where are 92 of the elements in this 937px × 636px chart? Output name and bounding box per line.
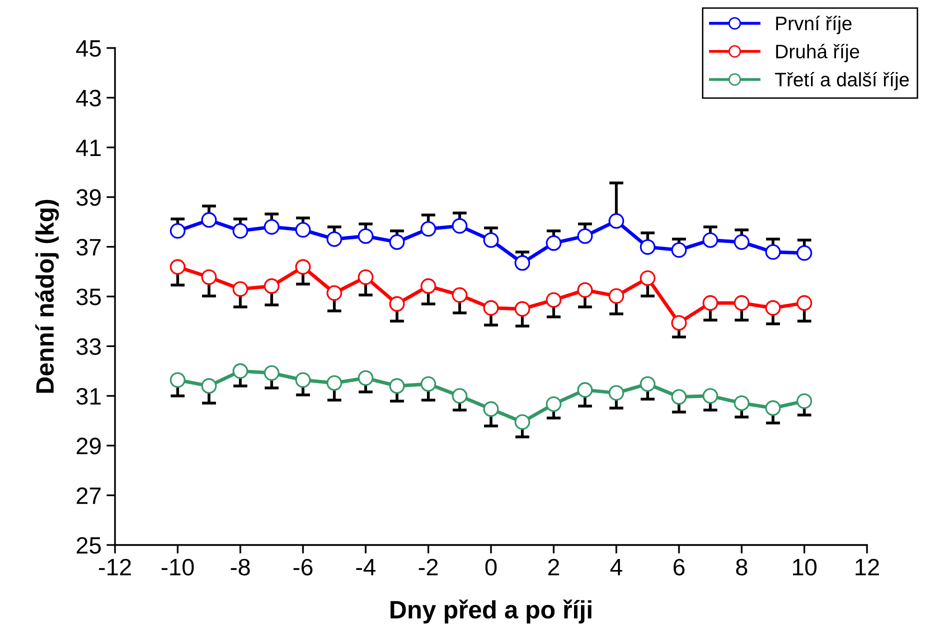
x-axis-title: Dny před a po říji bbox=[390, 600, 592, 624]
point bbox=[514, 414, 530, 430]
point bbox=[765, 300, 781, 316]
point bbox=[295, 259, 311, 275]
point bbox=[608, 288, 624, 304]
point bbox=[546, 292, 562, 308]
point bbox=[358, 370, 374, 386]
point bbox=[702, 232, 718, 248]
point bbox=[734, 395, 750, 411]
point bbox=[201, 378, 217, 394]
x-tick-label: 12 bbox=[856, 558, 879, 576]
legend-label: První říje bbox=[776, 16, 852, 34]
point bbox=[483, 300, 499, 316]
point bbox=[389, 378, 405, 394]
point bbox=[358, 228, 374, 244]
point bbox=[640, 270, 656, 286]
point bbox=[232, 363, 248, 379]
y-tick-label: 35 bbox=[76, 288, 101, 306]
point bbox=[608, 385, 624, 401]
point bbox=[796, 295, 812, 311]
point bbox=[264, 278, 280, 294]
x-tick-label: 10 bbox=[793, 558, 817, 576]
y-tick-label: 43 bbox=[76, 90, 101, 106]
point bbox=[671, 389, 687, 405]
point bbox=[452, 218, 468, 234]
point bbox=[358, 269, 374, 285]
point bbox=[671, 242, 687, 258]
x-tick-label: -6 bbox=[294, 558, 312, 576]
point bbox=[295, 222, 311, 238]
y-tick-label: 25 bbox=[76, 537, 101, 554]
point bbox=[201, 269, 217, 285]
point bbox=[232, 281, 248, 297]
y-tick-label: 37 bbox=[76, 238, 101, 256]
point bbox=[671, 315, 687, 331]
point bbox=[514, 255, 530, 271]
point bbox=[546, 396, 562, 412]
point bbox=[452, 287, 468, 303]
point bbox=[608, 213, 624, 229]
point bbox=[734, 234, 750, 250]
point bbox=[326, 375, 342, 391]
x-tick-label: -8 bbox=[230, 558, 250, 576]
x-tick-label: -2 bbox=[418, 558, 438, 576]
point bbox=[389, 296, 405, 312]
point bbox=[765, 244, 781, 260]
x-tick-label: 6 bbox=[674, 558, 685, 576]
point bbox=[326, 231, 342, 247]
point bbox=[326, 285, 342, 301]
point bbox=[264, 219, 280, 235]
point bbox=[295, 372, 311, 388]
point bbox=[420, 376, 436, 392]
point bbox=[796, 245, 812, 261]
point bbox=[734, 295, 750, 311]
point bbox=[389, 234, 405, 250]
point bbox=[483, 232, 499, 248]
legend-label: Třetí a další říje bbox=[775, 72, 909, 90]
point bbox=[577, 228, 593, 244]
y-tick-label: 39 bbox=[76, 189, 101, 206]
x-tick-label: 8 bbox=[736, 558, 748, 576]
y-tick-label: 31 bbox=[76, 388, 101, 405]
point bbox=[420, 278, 436, 294]
point bbox=[640, 239, 656, 255]
x-tick-label: -10 bbox=[162, 558, 194, 576]
point bbox=[170, 372, 186, 388]
x-tick-label: 2 bbox=[548, 558, 560, 576]
point bbox=[232, 223, 248, 239]
y-tick-label: 27 bbox=[76, 487, 101, 504]
y-axis-title: Denní nádoj (kg) bbox=[35, 200, 59, 393]
point bbox=[702, 388, 718, 404]
x-tick-label: 4 bbox=[610, 559, 622, 576]
point bbox=[170, 223, 186, 239]
point bbox=[640, 376, 656, 392]
point bbox=[483, 401, 499, 417]
point bbox=[420, 221, 436, 237]
y-tick-label: 45 bbox=[76, 40, 101, 57]
point bbox=[546, 235, 562, 251]
y-tick-label: 29 bbox=[76, 438, 101, 454]
point bbox=[702, 295, 718, 311]
point bbox=[264, 365, 280, 381]
point bbox=[577, 382, 593, 398]
point bbox=[577, 282, 593, 298]
x-tick-label: -4 bbox=[356, 559, 376, 576]
legend-label: Druhá říje bbox=[776, 44, 860, 62]
point bbox=[514, 301, 530, 317]
point bbox=[201, 212, 217, 228]
x-tick-label: 0 bbox=[485, 558, 497, 576]
point bbox=[170, 259, 186, 275]
point bbox=[452, 388, 468, 404]
x-tick-label: -12 bbox=[98, 558, 131, 576]
point bbox=[796, 393, 812, 409]
point bbox=[765, 400, 781, 416]
y-tick-label: 33 bbox=[76, 338, 101, 355]
y-tick-label: 41 bbox=[76, 140, 101, 156]
